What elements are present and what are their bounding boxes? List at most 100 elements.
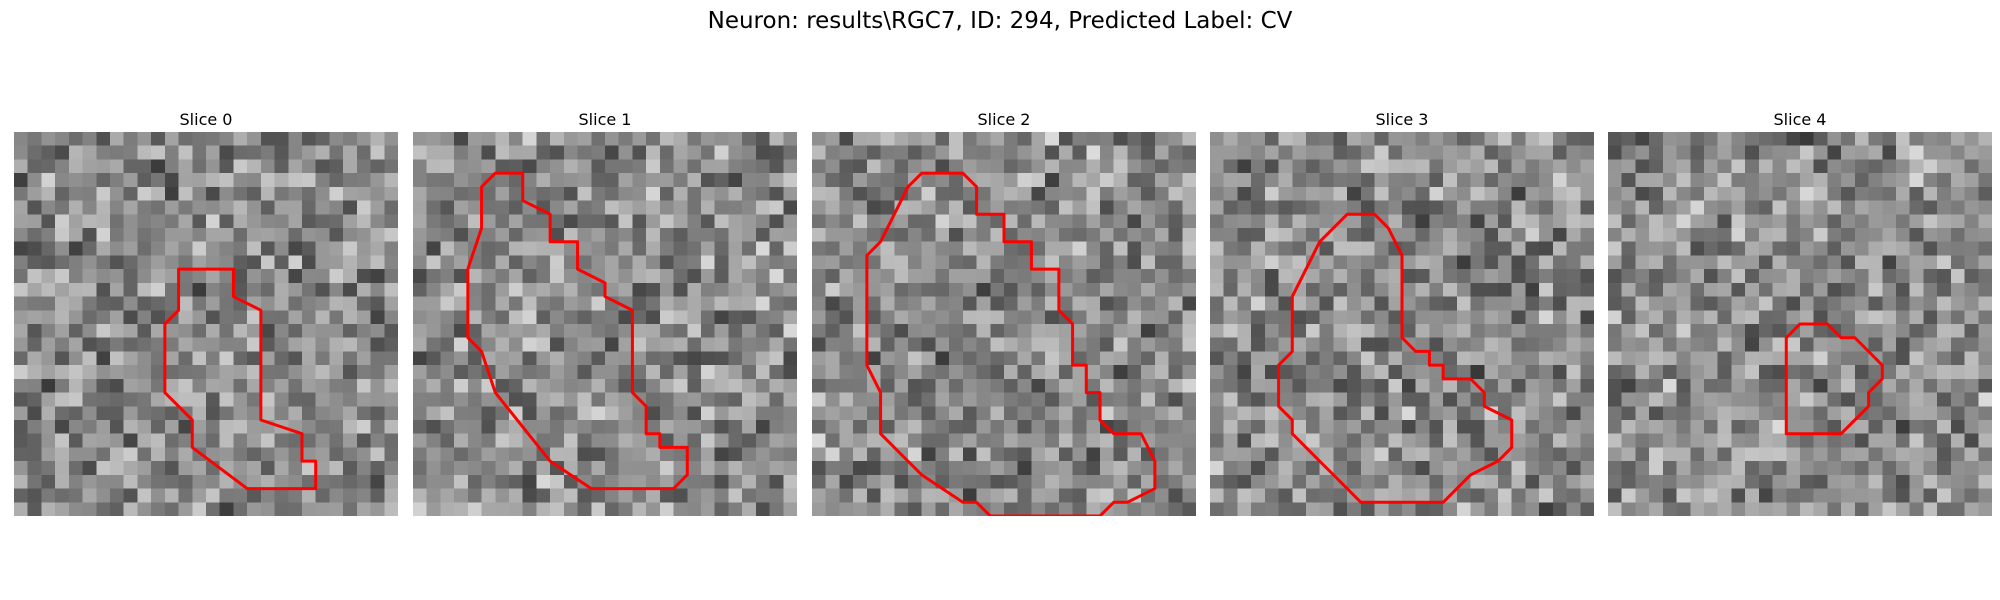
- pixel: [14, 351, 28, 366]
- pixel: [1731, 461, 1746, 476]
- pixel: [1950, 282, 1965, 297]
- pixel: [1511, 310, 1526, 325]
- pixel: [247, 159, 262, 174]
- pixel: [233, 173, 248, 188]
- pixel: [536, 228, 551, 242]
- pixel: [247, 310, 262, 325]
- pixel: [755, 159, 770, 174]
- pixel: [1813, 365, 1828, 380]
- pixel: [1360, 474, 1375, 489]
- pixel: [1100, 159, 1114, 174]
- pixel: [687, 145, 702, 160]
- pixel: [1113, 241, 1128, 256]
- pixel: [1704, 378, 1718, 393]
- pixel: [1141, 365, 1156, 380]
- pixel: [192, 173, 207, 188]
- pixel: [1511, 269, 1526, 284]
- pixel: [866, 461, 881, 476]
- pixel: [1100, 337, 1114, 352]
- pixel: [1374, 461, 1389, 476]
- pixel: [550, 433, 565, 448]
- pixel: [1813, 420, 1828, 434]
- pixel: [440, 132, 455, 146]
- pixel: [288, 461, 303, 476]
- pixel: [728, 186, 743, 201]
- slice-title: Slice 2: [977, 110, 1031, 129]
- pixel: [1127, 474, 1142, 489]
- pixel: [1182, 365, 1196, 380]
- pixel: [962, 378, 977, 393]
- pixel: [1896, 282, 1910, 297]
- pixel: [1210, 145, 1224, 160]
- pixel: [536, 324, 551, 338]
- pixel: [1731, 132, 1746, 146]
- pixel: [1896, 365, 1910, 380]
- pixel: [1113, 214, 1128, 229]
- pixel: [164, 461, 179, 476]
- pixel: [343, 461, 358, 476]
- pixel: [1662, 447, 1677, 462]
- pixel: [329, 269, 344, 284]
- pixel: [769, 255, 784, 270]
- pixel: [302, 502, 316, 516]
- pixel: [1058, 241, 1073, 256]
- pixel: [1223, 337, 1238, 352]
- pixel: [1950, 228, 1965, 242]
- pixel: [509, 378, 523, 393]
- pixel: [1649, 474, 1664, 489]
- pixel: [1717, 378, 1732, 393]
- pixel: [1511, 447, 1526, 462]
- pixel: [1813, 310, 1828, 325]
- pixel: [769, 365, 784, 380]
- pixel: [1745, 296, 1760, 311]
- pixel: [274, 145, 289, 160]
- pixel: [1964, 269, 1979, 284]
- pixel: [481, 420, 496, 434]
- pixel: [260, 502, 275, 516]
- pixel: [1443, 365, 1458, 380]
- pixel: [880, 420, 895, 434]
- pixel: [1141, 200, 1156, 215]
- pixel: [701, 241, 715, 256]
- pixel: [1676, 488, 1691, 503]
- pixel: [976, 255, 991, 270]
- pixel: [288, 365, 303, 380]
- pixel: [853, 420, 868, 434]
- pixel: [632, 474, 647, 489]
- pixel: [370, 214, 385, 229]
- pixel: [1662, 159, 1677, 174]
- pixel: [274, 351, 289, 366]
- pixel: [1374, 351, 1389, 366]
- pixel: [302, 447, 316, 462]
- pixel: [1978, 228, 1992, 242]
- pixel: [426, 488, 441, 503]
- pixel: [1086, 159, 1101, 174]
- pixel: [1388, 433, 1403, 448]
- pixel: [1525, 461, 1540, 476]
- pixel: [1045, 255, 1060, 270]
- pixel: [1237, 406, 1252, 421]
- pixel: [1470, 474, 1485, 489]
- pixel: [949, 392, 964, 407]
- pixel: [1072, 337, 1087, 352]
- pixel: [659, 351, 674, 366]
- pixel: [1539, 378, 1554, 393]
- pixel: [1264, 159, 1279, 174]
- pixel: [1415, 228, 1430, 242]
- pixel: [755, 365, 770, 380]
- pixel: [853, 433, 868, 448]
- pixel: [1154, 145, 1169, 160]
- pixel: [1113, 488, 1128, 503]
- pixel: [1662, 269, 1677, 284]
- pixel: [1264, 145, 1279, 160]
- neuron-outline: [865, 171, 1157, 516]
- pixel: [1443, 474, 1458, 489]
- pixel: [1402, 228, 1416, 242]
- pixel: [577, 351, 592, 366]
- pixel: [454, 392, 469, 407]
- pixel: [1704, 406, 1718, 421]
- pixel: [1649, 255, 1664, 270]
- pixel: [1182, 351, 1196, 366]
- pixel: [935, 173, 950, 188]
- pixel: [247, 186, 262, 201]
